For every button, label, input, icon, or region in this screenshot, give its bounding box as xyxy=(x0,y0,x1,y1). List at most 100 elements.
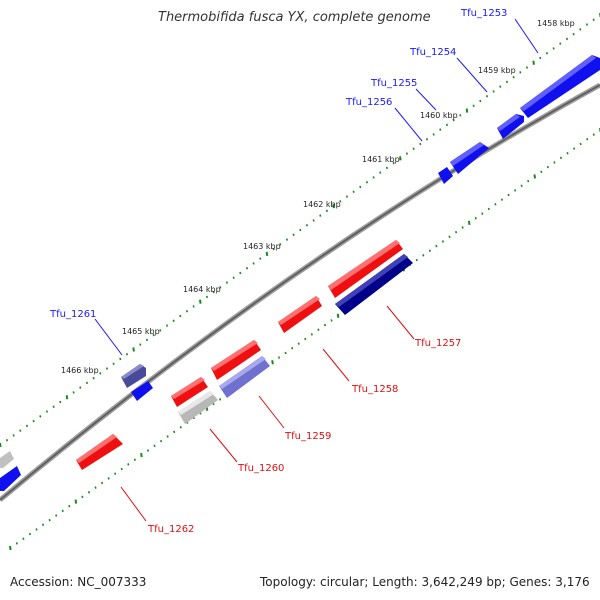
scale-tick xyxy=(527,179,530,183)
scale-tick xyxy=(35,528,38,531)
callout-line-tfu-1256 xyxy=(394,107,423,142)
scale-tick xyxy=(271,360,274,365)
gene-label-tfu-1253[interactable]: Tfu_1253 xyxy=(460,8,507,19)
scale-tick xyxy=(292,233,295,237)
scale-tick xyxy=(146,449,150,452)
scale-tick xyxy=(512,75,515,79)
scale-tick xyxy=(323,323,327,327)
gene-tfu-1258-feature[interactable] xyxy=(328,240,403,298)
gene-tfu-1255-feature[interactable] xyxy=(450,142,489,174)
scale-tick xyxy=(305,223,309,227)
scale-tick xyxy=(133,458,136,461)
scale-tick xyxy=(107,477,110,480)
scale-tick xyxy=(359,185,362,189)
gene-tfu-1254-feature[interactable] xyxy=(497,114,524,139)
scale-tick xyxy=(405,152,409,155)
scale-tick xyxy=(474,217,477,220)
scale-tick xyxy=(539,56,542,60)
callout-line-tfu-1261 xyxy=(94,318,123,356)
gene-label-tfu-1257[interactable]: Tfu_1257 xyxy=(414,338,461,349)
scale-tick xyxy=(317,328,320,331)
scale-label-1464: 1464 kbp xyxy=(183,285,221,294)
scale-tick xyxy=(22,537,25,540)
scale-tick xyxy=(272,247,275,251)
scale-tick xyxy=(99,372,102,375)
scale-tick xyxy=(540,170,543,174)
scale-tick xyxy=(68,504,71,508)
gene-label-tfu-1256[interactable]: Tfu_1256 xyxy=(345,97,392,108)
scale-tick xyxy=(42,523,45,527)
scale-tick xyxy=(12,434,15,437)
scale-tick xyxy=(432,133,435,136)
scale-tick xyxy=(74,499,78,504)
scale-tick xyxy=(441,240,445,243)
gene-tfu-1257-feature[interactable] xyxy=(335,254,413,315)
scale-tick xyxy=(152,333,155,337)
scale-tick xyxy=(507,193,510,197)
gene-tfu-1261-feature[interactable] xyxy=(121,364,146,388)
scale-tick xyxy=(205,295,209,299)
scale-tick xyxy=(514,189,517,192)
scale-label-1458: 1458 kbp xyxy=(537,19,575,28)
gene-label-tfu-1254[interactable]: Tfu_1254 xyxy=(409,47,456,58)
scale-tick xyxy=(525,66,529,69)
gene-tfu-1260-feature[interactable] xyxy=(178,391,218,424)
scale-tick xyxy=(79,386,82,389)
scale-tick xyxy=(532,60,535,65)
scale-tick xyxy=(140,452,143,458)
gene-tfu-1256-feature[interactable] xyxy=(438,167,453,184)
scale-tick xyxy=(572,32,575,36)
gene-label-tfu-1259[interactable]: Tfu_1259 xyxy=(284,431,331,442)
topology-text: Topology: circular; Length: 3,642,249 bp… xyxy=(260,575,590,589)
gene-label-tfu-1255[interactable]: Tfu_1255 xyxy=(370,78,417,89)
scale-tick xyxy=(52,405,55,409)
scale-tick xyxy=(219,398,222,401)
gene-tfu-1262-feature[interactable] xyxy=(76,434,123,470)
gene-left-edge-forward-feature[interactable] xyxy=(0,451,21,491)
scale-tick xyxy=(139,343,142,346)
scale-label-1465: 1465 kbp xyxy=(122,327,160,336)
scale-tick xyxy=(284,351,287,355)
scale-tick xyxy=(199,299,202,304)
gene-tfu-1261b-feature[interactable] xyxy=(131,381,153,401)
gene-label-tfu-1262[interactable]: Tfu_1262 xyxy=(147,524,194,535)
gene-tfu-1259-feature[interactable] xyxy=(219,356,270,398)
scale-tick xyxy=(185,309,189,313)
scale-tick xyxy=(25,424,29,428)
scale-tick xyxy=(592,133,595,136)
scale-tick xyxy=(166,435,169,438)
gene-tfu-1253-feature[interactable] xyxy=(520,55,600,118)
gene-label-tfu-1261[interactable]: Tfu_1261 xyxy=(49,309,96,320)
scale-tick xyxy=(459,114,462,117)
scale-tick xyxy=(297,342,300,345)
scale-tick xyxy=(59,400,62,404)
scale-tick xyxy=(586,138,589,141)
scale-tick xyxy=(336,313,340,318)
scale-tick xyxy=(9,545,12,551)
callout-line-tfu-1258 xyxy=(322,348,350,382)
scale-tick xyxy=(160,439,163,443)
scale-tick xyxy=(372,176,375,179)
gene-label-tfu-1260[interactable]: Tfu_1260 xyxy=(237,463,284,474)
scale-tick xyxy=(425,137,429,141)
scale-tick xyxy=(279,243,282,246)
gene-tfu-1259b-feature[interactable] xyxy=(211,340,261,380)
gene-tfu-1260b-feature[interactable] xyxy=(171,377,208,407)
scale-tick xyxy=(45,410,49,413)
scale-tick xyxy=(428,249,431,252)
gene-tfu-1258b-feature[interactable] xyxy=(278,296,322,333)
scale-tick xyxy=(487,207,490,211)
scale-tick xyxy=(5,438,9,442)
scale-tick xyxy=(120,467,123,471)
scale-tick xyxy=(159,329,162,332)
gene-label-tfu-1258[interactable]: Tfu_1258 xyxy=(351,384,398,395)
scale-tick xyxy=(252,262,255,265)
scale-tick xyxy=(132,347,135,352)
scale-tick xyxy=(304,337,307,341)
scale-tick xyxy=(552,47,555,50)
scale-tick xyxy=(415,258,418,262)
scale-tick xyxy=(48,518,51,522)
scale-tick xyxy=(105,367,109,370)
